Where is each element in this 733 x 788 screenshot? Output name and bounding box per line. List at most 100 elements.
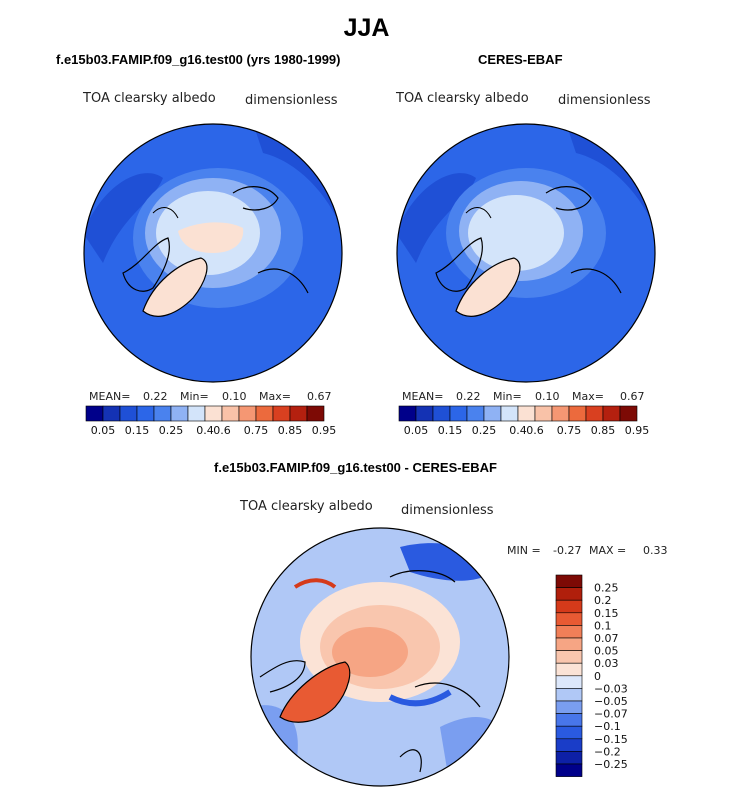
diff-colorbar-color-box <box>555 612 583 626</box>
land-region <box>84 173 163 263</box>
diff-colorbar-color-box <box>555 713 583 727</box>
diff-colorbar-color-box <box>555 574 583 588</box>
coastline <box>389 570 456 583</box>
panel-2-colorbar-color-box <box>398 405 417 422</box>
diff-colorbar-tick-label: 0.05 <box>594 645 619 658</box>
panel-1-colorbar-color-box <box>272 405 291 422</box>
panel-2-colorbar-color-box <box>483 405 502 422</box>
panel-2-colorbar-tick-label: 0.6 <box>526 424 544 437</box>
panel-2-colorbar-color-box <box>602 405 621 422</box>
panel-1-colorbar-color-box <box>85 405 104 422</box>
diff-colorbar-color-box <box>555 700 583 714</box>
panel-1-colorbar-tick-label: 0.25 <box>159 424 184 437</box>
panel-2-units-label: dimensionless <box>558 93 651 108</box>
coastline <box>465 207 492 219</box>
diff-colorbar-color-box <box>555 599 583 614</box>
panel-1-min-label: Min= <box>180 390 209 403</box>
diff-colorbar-tick-label: −0.2 <box>594 745 621 758</box>
diff-panel-min-label: MIN = <box>507 544 541 557</box>
panel-2-max-value: 0.67 <box>620 390 645 403</box>
diff-colorbar-color-box <box>555 625 583 639</box>
panel-1-colorbar-color-box <box>136 405 155 422</box>
main-title: JJA <box>343 14 390 42</box>
diff-colorbar-color-box <box>555 725 583 740</box>
panel-1-units-label: dimensionless <box>245 93 338 108</box>
positive-edge-region <box>293 578 337 589</box>
panel-1-colorbar-tick-label: 0.75 <box>244 424 269 437</box>
panel-1-colorbar-color-box <box>187 405 206 422</box>
diff-colorbar-color-box <box>555 587 583 601</box>
diff-colorbar-color-box <box>555 637 583 651</box>
panel-2-colorbar-color-box <box>466 405 485 422</box>
coastline <box>414 682 481 708</box>
map-boundary <box>83 123 343 383</box>
panel-1-colorbar-color-box <box>102 405 121 422</box>
panel-2-colorbar-color-box <box>517 405 536 422</box>
panel-2-polar-map <box>396 123 656 383</box>
diff-colorbar-tick-label: 0.2 <box>594 594 612 607</box>
coastline <box>257 268 309 294</box>
land-region <box>397 173 476 263</box>
panel-2-colorbar-tick-label: 0.4 <box>509 424 527 437</box>
panel-2-min-label: Min= <box>493 390 522 403</box>
negative-region <box>440 717 509 786</box>
greenland-region <box>142 257 208 317</box>
panel-2-colorbar-color-box <box>534 405 553 422</box>
diff-colorbar-tick-label: −0.15 <box>594 733 628 746</box>
negative-edge-region <box>388 689 452 707</box>
panel-2-colorbar-color-box <box>619 405 638 422</box>
map-boundary <box>250 527 510 787</box>
diff-panel-max-value: 0.33 <box>643 544 668 557</box>
panel-1-colorbar-tick-label: 0.95 <box>312 424 337 437</box>
diff-panel-title: f.e15b03.FAMIP.f09_g16.test00 - CERES-EB… <box>214 460 497 475</box>
diff-colorbar-color-box <box>555 751 583 765</box>
diff-colorbar-tick-label: −0.07 <box>594 708 628 721</box>
panel-1-colorbar-color-box <box>170 405 189 422</box>
panel-1-polar-map <box>83 123 343 383</box>
panel-1-max-value: 0.67 <box>307 390 332 403</box>
arctic-ice-region <box>468 195 564 271</box>
diff-colorbar-color-box <box>555 763 583 777</box>
panel-2-max-label: Max= <box>572 390 604 403</box>
coastline <box>152 207 179 219</box>
greenland-region <box>455 257 521 317</box>
panel-2-mean-label: MEAN= <box>402 390 444 403</box>
panel-2-colorbar-color-box <box>432 405 451 422</box>
panel-1-colorbar-color-box <box>153 405 172 422</box>
panel-1-mean-label: MEAN= <box>89 390 131 403</box>
panel-2-mean-value: 0.22 <box>456 390 481 403</box>
high-albedo-region <box>178 222 244 253</box>
diff-panel-min-value: -0.27 <box>553 544 582 557</box>
diff-colorbar-tick-label: 0.07 <box>594 632 619 645</box>
panel-2-colorbar-tick-label: 0.15 <box>438 424 463 437</box>
diff-polar-map <box>250 527 510 787</box>
panel-1-max-label: Max= <box>259 390 291 403</box>
panel-1-colorbar-tick-label: 0.05 <box>91 424 116 437</box>
diff-colorbar-color-box <box>555 675 583 689</box>
coastline <box>259 660 306 693</box>
diff-colorbar-color-box <box>555 650 583 664</box>
panel-1-colorbar-color-box <box>306 405 325 422</box>
diff-colorbar-tick-label: 0 <box>594 670 601 683</box>
diff-colorbar-tick-label: −0.03 <box>594 682 628 695</box>
diff-colorbar-color-box <box>555 662 583 677</box>
panel-2-colorbar-tick-label: 0.85 <box>591 424 616 437</box>
positive-region <box>332 627 408 677</box>
panel-1-colorbar-color-box <box>289 405 308 422</box>
panel-2-title: CERES-EBAF <box>478 52 563 67</box>
diff-colorbar-color-box <box>555 688 583 702</box>
coastline <box>570 268 622 294</box>
diff-panel-field-label: TOA clearsky albedo <box>240 499 373 514</box>
panel-2-colorbar-color-box <box>500 405 519 422</box>
diff-colorbar-tick-label: 0.15 <box>594 607 619 620</box>
diff-colorbar-tick-label: 0.03 <box>594 657 619 670</box>
panel-1-colorbar-color-box <box>238 405 257 422</box>
diff-colorbar-color-box <box>555 738 583 752</box>
panel-2-colorbar: 0.05 0.15 0.25 0.4 0.6 0.75 0.85 0.95 <box>398 405 649 437</box>
panel-2-colorbar-color-box <box>568 405 587 422</box>
panel-2-colorbar-tick-label: 0.05 <box>404 424 429 437</box>
diff-colorbar-tick-label: 0.1 <box>594 619 612 632</box>
coastline <box>232 186 279 211</box>
diff-colorbar-tick-label: −0.1 <box>594 720 621 733</box>
panel-1-colorbar-tick-label: 0.15 <box>125 424 150 437</box>
